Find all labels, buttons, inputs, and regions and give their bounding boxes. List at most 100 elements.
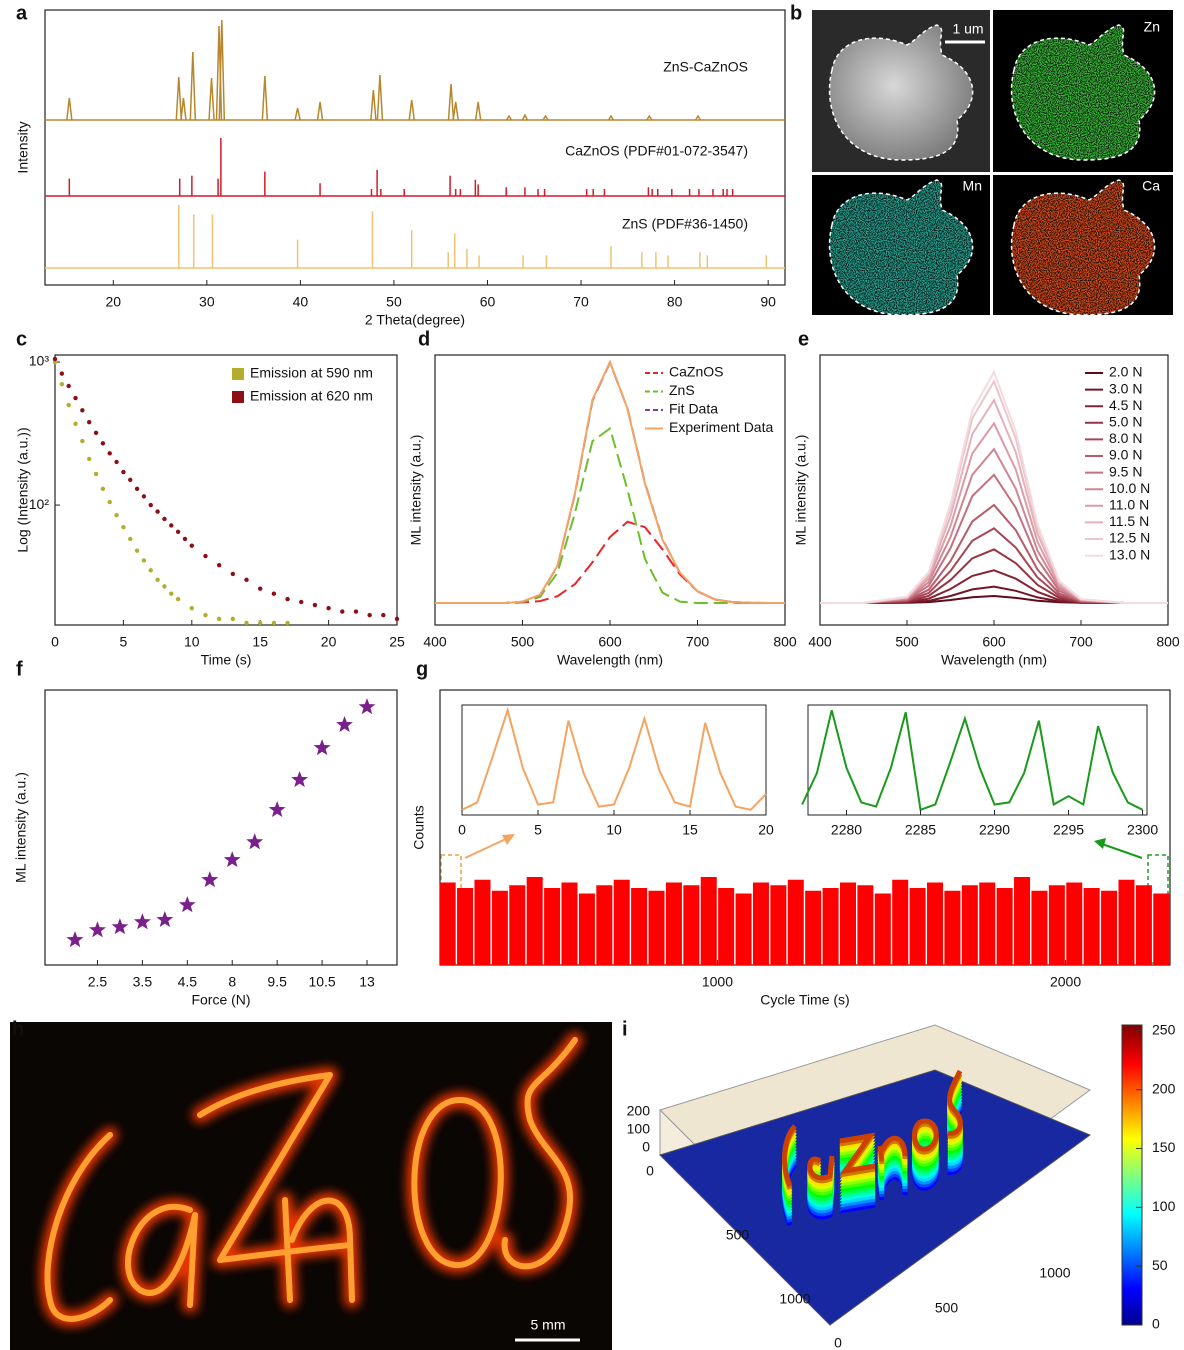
plot-frame [44, 9, 786, 286]
x-tick-label: 10 [606, 822, 622, 838]
data-point [141, 558, 147, 563]
data-point [155, 509, 160, 514]
data-point [148, 502, 153, 508]
bar [1083, 888, 1100, 965]
x-axis-label: Wavelength (nm) [557, 652, 663, 668]
data-point [216, 562, 222, 568]
x-tick-label: 70 [573, 294, 589, 310]
x-tick-label: 3.5 [133, 974, 153, 990]
bar [439, 882, 456, 965]
colorbar-label: 250 [1152, 1022, 1176, 1038]
x-axis-label: Wavelength (nm) [941, 652, 1047, 668]
plot-frame [54, 354, 398, 626]
x-tick-label: 90 [760, 294, 776, 310]
data-point [73, 421, 78, 426]
diffraction-peak [294, 107, 301, 121]
x-tick-label: 0 [458, 822, 466, 838]
ml-writing-image: 5 mm [10, 1022, 612, 1350]
x-tick-label: 600 [982, 634, 1006, 650]
data-point [87, 456, 92, 462]
x-tick-label: 800 [773, 634, 797, 650]
x-tick-label: 500 [511, 634, 535, 650]
x-tick-label: 700 [686, 634, 710, 650]
y-axis-label: Intensity [15, 121, 31, 173]
data-point [258, 586, 263, 591]
plot-frame [44, 689, 398, 966]
data-point [169, 591, 174, 596]
z-tick-label: 200 [627, 1103, 651, 1119]
bar [631, 888, 648, 965]
data-point [59, 381, 65, 387]
star-marker [109, 915, 131, 937]
series-line [820, 369, 1168, 604]
data-point [230, 616, 236, 622]
data-point [100, 486, 106, 491]
diffraction-peak [607, 114, 615, 121]
x-tick-label: 20 [106, 294, 122, 310]
bar [1118, 879, 1135, 965]
data-point [169, 523, 174, 528]
diffraction-peak [316, 101, 324, 121]
data-point [175, 529, 181, 535]
bar [996, 888, 1013, 965]
x-tick-label: 1000 [702, 974, 733, 990]
bar [770, 885, 787, 965]
x-axis-label: 2 Theta(degree) [365, 312, 465, 328]
data-point [244, 577, 249, 583]
diffraction-peak [66, 97, 73, 121]
legend-label: ZnS [669, 382, 695, 398]
x-tick-label: 5 [120, 634, 128, 650]
data-point [326, 606, 331, 611]
panel-label: e [798, 328, 809, 350]
panel-label: g [416, 658, 428, 680]
panel-label: i [622, 1018, 628, 1040]
inset-line [801, 709, 1144, 812]
inset-frame [461, 704, 767, 816]
bar [665, 882, 682, 965]
bar [526, 877, 543, 965]
bar [979, 882, 996, 965]
x-tick-label: 30 [199, 294, 215, 310]
data-point [59, 371, 65, 376]
data-point [128, 477, 133, 483]
data-point [121, 525, 126, 530]
bar [509, 885, 526, 965]
bar [613, 879, 630, 965]
x-tick-label: 15 [682, 822, 698, 838]
element-label: Ca [1142, 178, 1160, 194]
data-point [285, 596, 290, 602]
x-tick-label: 13 [359, 974, 375, 990]
data-point [100, 441, 106, 446]
y-tick-label: 1000 [1039, 1265, 1070, 1281]
legend-label: CaZnOS [669, 364, 723, 380]
bar [491, 890, 508, 965]
diffraction-peak [189, 51, 197, 121]
diffraction-peak [452, 101, 459, 121]
x-tick-label: 8 [228, 974, 236, 990]
bar [822, 888, 839, 965]
data-point [353, 609, 359, 614]
bar [578, 893, 595, 965]
bar [1014, 877, 1031, 965]
x-tick-label: 2290 [979, 822, 1010, 838]
bar [735, 893, 752, 965]
x-tick-label: 80 [667, 294, 683, 310]
bar [927, 882, 944, 965]
x-tick-label: 2285 [905, 822, 936, 838]
x-axis-label: Cycle Time (s) [760, 992, 849, 1008]
bar [961, 885, 978, 965]
panel-label: d [418, 328, 430, 350]
colorbar-label: 100 [1152, 1198, 1176, 1214]
legend-label: 10.0 N [1109, 480, 1150, 496]
data-point [216, 616, 222, 622]
data-point [107, 451, 112, 456]
bar [1101, 890, 1118, 965]
x-tick-label: 5 [534, 822, 542, 838]
x-tick-label: 10 [184, 634, 200, 650]
bar [457, 888, 474, 965]
bar [752, 882, 769, 965]
ml-relief [807, 1155, 835, 1181]
legend-label: 4.5 N [1109, 397, 1142, 413]
bar [1153, 893, 1170, 965]
star-marker [86, 918, 109, 940]
